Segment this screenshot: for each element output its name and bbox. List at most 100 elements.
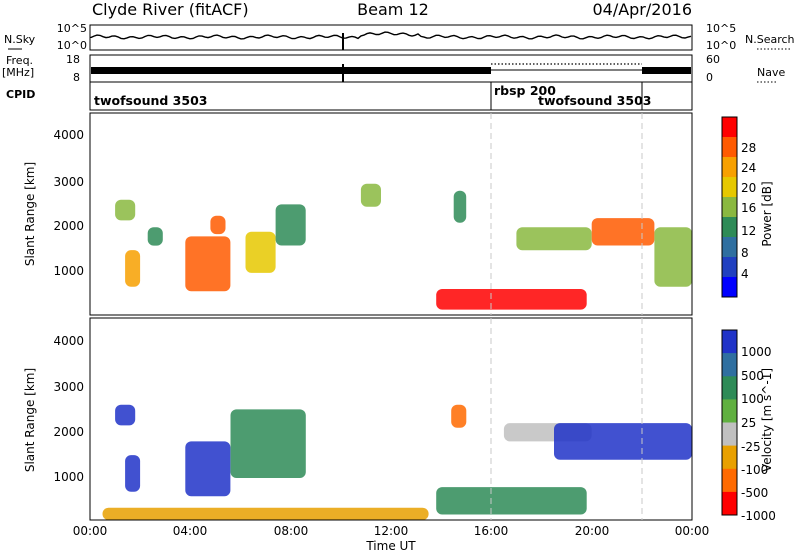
velocity-region-2 bbox=[125, 455, 141, 492]
power-cbar-tick-20: 20 bbox=[741, 181, 756, 195]
velocity-region-9 bbox=[102, 507, 429, 520]
power-region-4 bbox=[185, 236, 231, 292]
velocity-colorbar-swatch-3 bbox=[722, 376, 737, 400]
xtick-0800: 08:00 bbox=[274, 524, 309, 538]
velocity-colorbar-swatch-8 bbox=[722, 491, 737, 516]
freq-right-tick-top: 60 bbox=[706, 53, 720, 66]
xtick-1600: 16:00 bbox=[474, 524, 509, 538]
x-axis-ticks: 00:00 04:00 08:00 12:00 16:00 20:00 00:0… bbox=[73, 524, 710, 538]
date-title: 04/Apr/2016 bbox=[592, 0, 692, 19]
power-cbar-tick-4: 4 bbox=[741, 267, 749, 281]
velocity-ytick-3000: 3000 bbox=[53, 380, 84, 394]
cpid-segment-1: twofsound 3503 bbox=[94, 93, 207, 108]
cpid-panel-frame bbox=[89, 81, 693, 111]
power-colorbar-ticks: 28 24 20 16 12 8 4 bbox=[741, 141, 756, 281]
power-cbar-tick-16: 16 bbox=[741, 201, 756, 215]
power-cbar-tick-24: 24 bbox=[741, 161, 756, 175]
velocity-region-6 bbox=[436, 487, 587, 515]
velocity-colorbar-label: Velocity [m s^-1] bbox=[760, 368, 774, 472]
power-colorbar-swatch-3 bbox=[722, 157, 737, 178]
velocity-data-layer bbox=[102, 404, 692, 520]
power-colorbar-swatch-1 bbox=[722, 117, 737, 138]
velocity-ytick-1000: 1000 bbox=[53, 470, 84, 484]
noise-left-tick-bottom: 10^0 bbox=[57, 39, 87, 52]
velocity-panel-frame bbox=[89, 317, 693, 521]
power-ytick-2000: 2000 bbox=[53, 219, 84, 233]
power-colorbar-swatch-4 bbox=[722, 177, 737, 198]
velocity-cbar-tick-neg1000: -1000 bbox=[741, 509, 776, 523]
power-data-layer bbox=[115, 183, 692, 310]
xtick-2000: 20:00 bbox=[575, 524, 610, 538]
station-title: Clyde River (fitACF) bbox=[92, 0, 249, 19]
noise-panel-frame bbox=[89, 24, 693, 51]
x-axis-label: Time UT bbox=[365, 539, 416, 553]
noise-search-label: N.Search bbox=[745, 33, 795, 46]
cpid-segment-2: rbsp 200 bbox=[494, 83, 556, 98]
velocity-region-1 bbox=[115, 404, 136, 426]
power-ytick-4000: 4000 bbox=[53, 128, 84, 142]
velocity-ytick-2000: 2000 bbox=[53, 425, 84, 439]
noise-sky-trace bbox=[90, 31, 692, 40]
power-ytick-1000: 1000 bbox=[53, 264, 84, 278]
power-ytick-3000: 3000 bbox=[53, 175, 84, 189]
freq-trace-band-late bbox=[642, 67, 691, 74]
velocity-cbar-tick-500: 500 bbox=[741, 369, 764, 383]
power-colorbar-swatch-6 bbox=[722, 217, 737, 238]
freq-left-tick-bottom: 8 bbox=[73, 71, 80, 84]
power-region-11 bbox=[516, 227, 592, 251]
power-colorbar-swatch-7 bbox=[722, 237, 737, 258]
velocity-colorbar-swatch-7 bbox=[722, 468, 737, 493]
velocity-colorbar-swatch-1 bbox=[722, 330, 737, 354]
velocity-cbar-tick-neg100: -100 bbox=[741, 463, 768, 477]
velocity-colorbar-swatch-6 bbox=[722, 445, 737, 470]
power-region-13 bbox=[654, 227, 692, 287]
freq-trace-band bbox=[91, 67, 491, 74]
power-region-10 bbox=[436, 289, 587, 310]
beam-title: Beam 12 bbox=[357, 0, 429, 19]
power-region-12 bbox=[591, 218, 655, 246]
power-cbar-tick-8: 8 bbox=[741, 246, 749, 260]
power-region-9 bbox=[453, 190, 467, 223]
velocity-cbar-tick-25: 25 bbox=[741, 416, 756, 430]
velocity-colorbar-swatch-4 bbox=[722, 399, 737, 423]
freq-label-line2: [MHz] bbox=[2, 66, 34, 79]
xtick-0400: 04:00 bbox=[173, 524, 208, 538]
power-region-5 bbox=[210, 215, 226, 235]
xtick-0000: 00:00 bbox=[73, 524, 108, 538]
power-y-ticks: 4000 3000 2000 1000 bbox=[53, 128, 84, 278]
freq-left-tick-top: 18 bbox=[66, 53, 80, 66]
velocity-colorbar bbox=[722, 330, 737, 516]
freq-label-line1: Freq. bbox=[6, 54, 33, 67]
nave-label: Nave bbox=[757, 66, 785, 79]
noise-left-tick-top: 10^5 bbox=[57, 22, 87, 35]
power-region-3 bbox=[147, 227, 163, 246]
xtick-2400: 00:00 bbox=[675, 524, 710, 538]
power-colorbar-swatch-9 bbox=[722, 277, 737, 298]
velocity-colorbar-swatch-2 bbox=[722, 353, 737, 377]
velocity-cbar-tick-neg25: -25 bbox=[741, 440, 761, 454]
power-region-7 bbox=[275, 204, 306, 246]
power-region-2 bbox=[125, 250, 141, 287]
xtick-1200: 12:00 bbox=[374, 524, 409, 538]
velocity-cbar-tick-neg500: -500 bbox=[741, 486, 768, 500]
velocity-colorbar-frame bbox=[721, 329, 738, 516]
velocity-region-8 bbox=[554, 423, 692, 460]
cpid-segment-3: twofsound 3503 bbox=[538, 93, 651, 108]
velocity-colorbar-swatch-5 bbox=[722, 422, 737, 447]
noise-right-tick-top: 10^5 bbox=[706, 22, 736, 35]
power-cbar-tick-12: 12 bbox=[741, 224, 756, 238]
power-region-1 bbox=[115, 199, 136, 221]
velocity-ytick-4000: 4000 bbox=[53, 334, 84, 348]
power-region-6 bbox=[245, 231, 276, 273]
power-colorbar-swatch-8 bbox=[722, 257, 737, 278]
power-cbar-tick-28: 28 bbox=[741, 141, 756, 155]
velocity-cbar-tick-1000: 1000 bbox=[741, 345, 772, 359]
power-colorbar bbox=[722, 117, 737, 298]
noise-right-tick-bottom: 10^0 bbox=[706, 39, 736, 52]
power-region-8 bbox=[360, 183, 381, 207]
velocity-cbar-tick-100: 100 bbox=[741, 392, 764, 406]
power-ylabel: Slant Range [km] bbox=[23, 162, 37, 266]
power-colorbar-swatch-5 bbox=[722, 197, 737, 218]
power-colorbar-swatch-2 bbox=[722, 137, 737, 158]
